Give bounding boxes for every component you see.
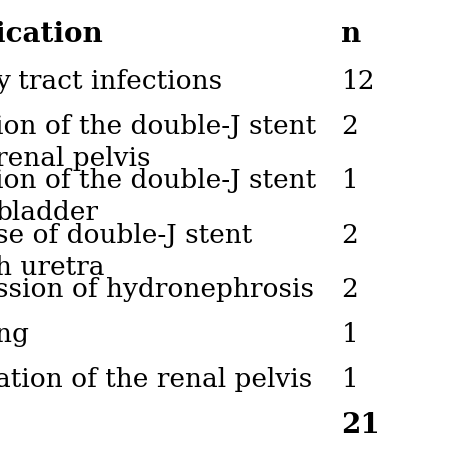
Text: 21: 21	[341, 412, 380, 439]
Text: 12: 12	[341, 69, 375, 94]
Text: 2: 2	[341, 114, 358, 139]
Text: ation of the renal pelvis: ation of the renal pelvis	[0, 367, 312, 392]
Text: y tract infections: y tract infections	[0, 69, 222, 94]
Text: 2: 2	[341, 277, 358, 302]
Text: n: n	[341, 21, 362, 48]
Text: 2: 2	[341, 223, 358, 248]
Text: ng: ng	[0, 322, 29, 347]
Text: 1: 1	[341, 168, 358, 193]
Text: 1: 1	[341, 367, 358, 392]
Text: se of double-J stent
h uretra: se of double-J stent h uretra	[0, 223, 253, 280]
Text: ion of the double-J stent
bladder: ion of the double-J stent bladder	[0, 168, 316, 225]
Text: 1: 1	[341, 322, 358, 347]
Text: ssion of hydronephrosis: ssion of hydronephrosis	[0, 277, 314, 302]
Text: ication: ication	[0, 21, 103, 48]
Text: ion of the double-J stent
renal pelvis: ion of the double-J stent renal pelvis	[0, 114, 316, 171]
